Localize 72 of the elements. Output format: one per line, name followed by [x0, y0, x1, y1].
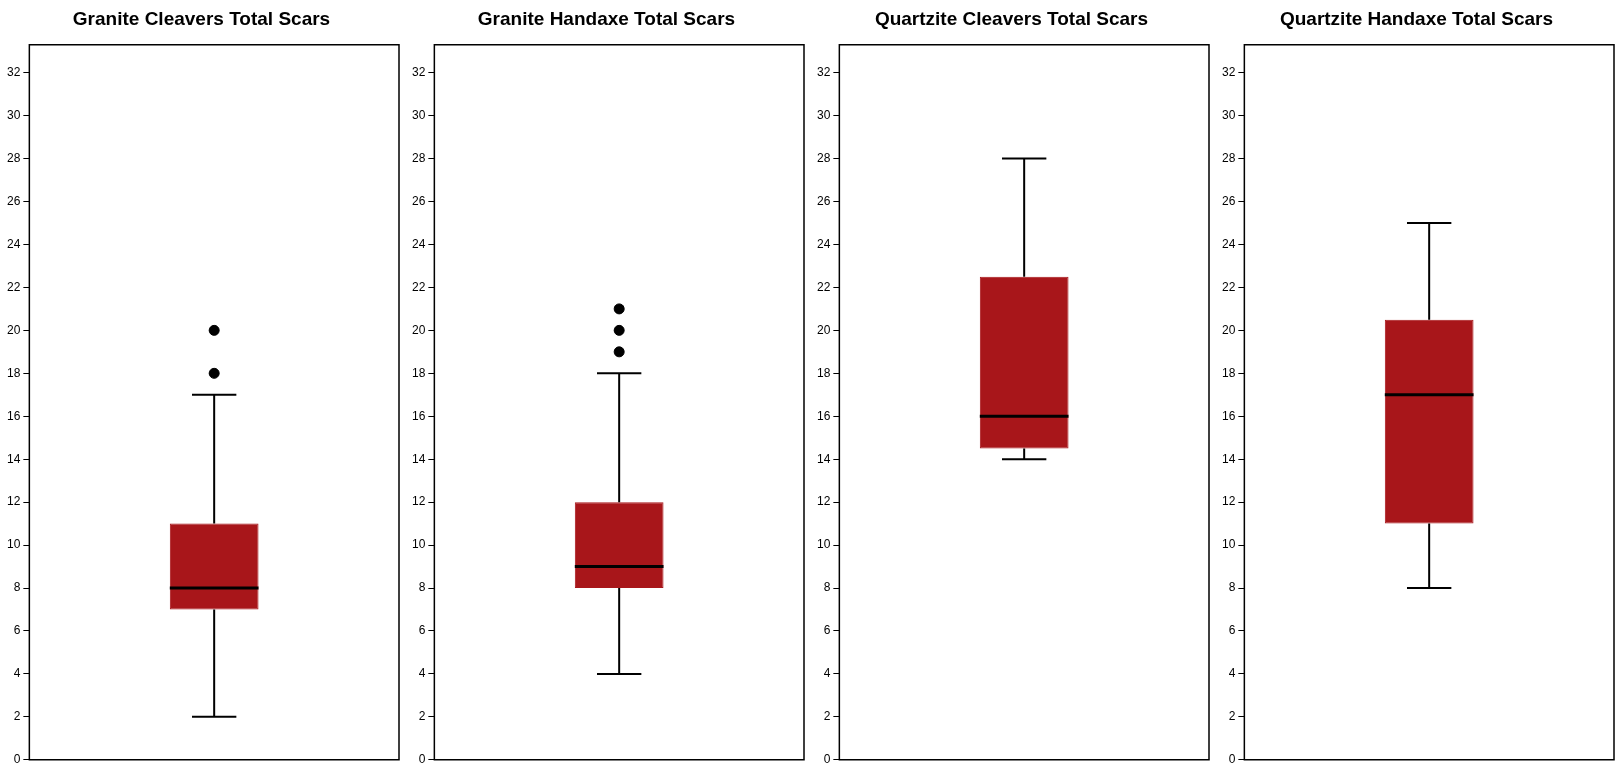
y-tick-label: 14 [411, 451, 426, 466]
y-tick-label: 0 [13, 752, 21, 767]
y-tick-label: 4 [418, 666, 426, 681]
y-tick-label: 14 [6, 451, 21, 466]
y-tick-label: 8 [823, 580, 831, 595]
y-tick-label: 12 [1221, 494, 1236, 509]
y-tick-label: 16 [816, 408, 831, 423]
y-tick-label: 14 [816, 451, 831, 466]
y-tick-label: 0 [418, 752, 426, 767]
y-tick-label: 16 [6, 408, 21, 423]
y-tick-label: 28 [816, 150, 831, 165]
y-tick-label: 8 [13, 580, 21, 595]
y-tick-label: 8 [1228, 580, 1236, 595]
y-tick-label: 24 [6, 236, 21, 251]
chart-title: Quartzite Cleavers Total Scars [874, 7, 1149, 29]
y-tick-label: 20 [411, 322, 426, 337]
y-tick-label: 14 [1221, 451, 1236, 466]
y-tick-label: 10 [1221, 537, 1236, 552]
y-tick-label: 20 [1221, 322, 1236, 337]
y-tick-label: 28 [411, 150, 426, 165]
y-tick-label: 22 [6, 279, 21, 294]
y-tick-label: 12 [6, 494, 21, 509]
y-tick-label: 4 [823, 666, 831, 681]
y-tick-label: 22 [411, 279, 426, 294]
y-tick-label: 18 [1221, 365, 1236, 380]
y-tick-label: 24 [411, 236, 426, 251]
y-tick-label: 8 [418, 580, 426, 595]
y-tick-label: 26 [816, 193, 831, 208]
y-tick-label: 32 [816, 65, 831, 80]
y-tick-label: 2 [418, 709, 426, 724]
y-tick-label: 26 [1221, 193, 1236, 208]
y-tick-label: 12 [816, 494, 831, 509]
y-tick-label: 22 [816, 279, 831, 294]
y-tick-label: 10 [6, 537, 21, 552]
y-tick-label: 18 [6, 365, 21, 380]
y-tick-label: 28 [1221, 150, 1236, 165]
y-tick-label: 2 [1228, 709, 1236, 724]
y-tick-label: 20 [816, 322, 831, 337]
y-tick-label: 6 [1228, 623, 1236, 638]
chart-title: Quartzite Handaxe Total Scars [1279, 7, 1554, 29]
y-tick-label: 24 [816, 236, 831, 251]
y-tick-label: 32 [6, 65, 21, 80]
y-tick-label: 10 [816, 537, 831, 552]
y-tick-label: 10 [411, 537, 426, 552]
y-tick-label: 4 [1228, 666, 1236, 681]
y-tick-label: 6 [823, 623, 831, 638]
y-tick-label: 16 [1221, 408, 1236, 423]
y-tick-label: 0 [1228, 752, 1236, 767]
y-tick-label: 2 [823, 709, 831, 724]
y-tick-label: 30 [6, 107, 21, 122]
y-tick-label: 30 [1221, 107, 1236, 122]
chart-title: Granite Cleavers Total Scars [72, 7, 331, 29]
y-tick-label: 26 [6, 193, 21, 208]
y-tick-label: 4 [13, 666, 21, 681]
y-tick-label: 32 [1221, 65, 1236, 80]
y-tick-label: 2 [13, 709, 21, 724]
y-tick-label: 18 [816, 365, 831, 380]
y-tick-label: 20 [6, 322, 21, 337]
y-tick-label: 0 [823, 752, 831, 767]
y-tick-label: 26 [411, 193, 426, 208]
y-tick-label: 18 [411, 365, 426, 380]
y-tick-label: 22 [1221, 279, 1236, 294]
chart-title: Granite Handaxe Total Scars [477, 7, 736, 29]
y-tick-label: 28 [6, 150, 21, 165]
y-tick-label: 32 [411, 65, 426, 80]
y-tick-label: 30 [411, 107, 426, 122]
y-tick-label: 24 [1221, 236, 1236, 251]
y-tick-label: 16 [411, 408, 426, 423]
y-tick-label: 6 [13, 623, 21, 638]
y-tick-label: 12 [411, 494, 426, 509]
y-tick-label: 30 [816, 107, 831, 122]
y-tick-label: 6 [418, 623, 426, 638]
